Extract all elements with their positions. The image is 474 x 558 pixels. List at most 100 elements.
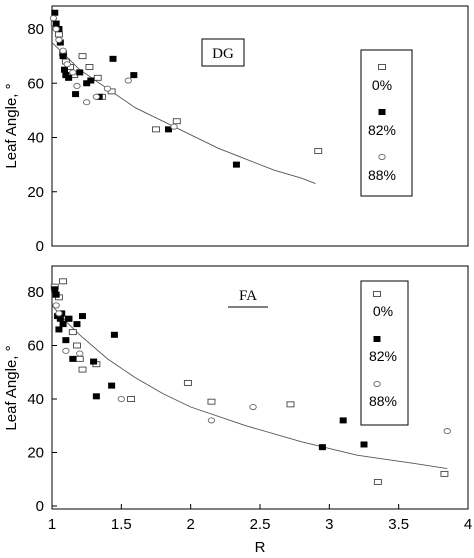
fa-series-82pct-point	[108, 382, 116, 389]
dg-series-82pct-point	[130, 72, 138, 79]
fa-series-88pct-point	[249, 403, 257, 411]
dg-series-82pct-point	[109, 55, 117, 62]
dg-series-82pct-point	[232, 161, 240, 168]
dg-series-88pct-point	[103, 85, 112, 92]
fa-series-88pct-point	[62, 347, 70, 354]
fa-legend-label: 88%	[369, 393, 397, 409]
dg-y-tick-label: 0	[36, 238, 44, 255]
dg-series-0pct-point	[54, 31, 63, 38]
fa-series-82pct-point	[110, 331, 118, 338]
fa-y-tick-label: 60	[27, 338, 44, 355]
dg-legend-label: 88%	[368, 167, 396, 183]
fa-series-88pct-point	[52, 302, 60, 309]
fa-series-82pct-point	[56, 315, 64, 322]
fa-series-82pct-point	[79, 313, 87, 320]
fa-x-tick-label: 2	[186, 516, 194, 533]
dg-series-82pct-point	[87, 77, 95, 84]
fa-y-tick-label: 0	[36, 498, 44, 515]
dg-series-88pct-point	[170, 123, 178, 130]
fa-panel-label-box	[230, 284, 266, 306]
dg-series-88pct-point	[83, 99, 91, 106]
dg-series-82pct-point	[76, 69, 84, 76]
fa-series-82pct-point	[339, 417, 347, 424]
dg-y-tick-label: 40	[27, 130, 44, 147]
dg-y-tick-label: 20	[27, 184, 44, 201]
fa-series-82pct-point	[59, 321, 67, 328]
fa-series-82pct-point	[51, 286, 59, 293]
fa-legend: 0% 82% 88%	[360, 280, 409, 426]
dg-series-82pct-point	[60, 66, 68, 73]
fa-x-ticks: 1 1.5 2 2.5 3 3.5 4	[48, 504, 472, 533]
dg-legend-marker	[378, 64, 386, 70]
dg-series-0pct-point	[78, 53, 87, 60]
dg-series-82pct-point	[51, 9, 59, 16]
fa-y-ticks: 0 20 40 60 80	[27, 284, 57, 515]
fa-series-0pct-point	[440, 470, 449, 477]
dg-y-tick-label: 80	[27, 21, 44, 38]
dg-legend-marker	[378, 109, 386, 115]
fa-series-0pct-point	[73, 342, 81, 349]
fa-legend-marker	[373, 291, 381, 297]
dg-panel-label: DG	[212, 46, 234, 62]
fa-legend-marker	[373, 336, 381, 342]
fa-x-tick-label: 2.5	[250, 516, 271, 533]
fa-x-tick-label: 3	[325, 516, 333, 533]
fa-series-88pct-point	[55, 310, 63, 317]
fa-series-0pct-point	[68, 329, 77, 336]
dg-legend-box	[360, 49, 413, 197]
dg-series-0pct-point	[314, 148, 323, 155]
dg-series-0pct-point	[85, 64, 94, 70]
fa-series-88pct-point	[117, 395, 125, 403]
fa-series-82pct-point	[55, 326, 63, 333]
fa-series-82pct-point	[318, 444, 326, 451]
fa-y-tick-label: 40	[27, 391, 44, 408]
fa-series-0pct-point	[127, 396, 135, 402]
dg-series-88pct-point	[55, 36, 63, 43]
fa-series-0pct-point	[78, 366, 87, 373]
dg-y-axis-label: Leaf Angle, °	[3, 83, 20, 168]
dg-data-points	[49, 9, 323, 168]
fa-series-0pct-point	[286, 401, 295, 408]
dg-series-82pct-point	[83, 80, 91, 87]
fa-series-0pct-point	[75, 355, 84, 362]
dg-series-88pct-point	[92, 93, 101, 100]
fa-x-tick-label: 1.5	[111, 516, 132, 533]
fa-x-axis-label: R	[255, 539, 266, 556]
dg-series-82pct-point	[164, 126, 172, 133]
dg-panel: 0 20 40 60 80 DG 0% 82% 88% Leaf Angle, °	[3, 5, 469, 255]
dg-legend-label: 0%	[372, 77, 392, 93]
fa-x-tick-label: 4	[464, 516, 472, 533]
fa-series-88pct-point	[76, 350, 84, 357]
dg-series-88pct-point	[49, 15, 58, 22]
fa-series-88pct-point	[443, 428, 451, 435]
fa-y-tick-label: 20	[27, 445, 44, 462]
dg-series-82pct-point	[52, 20, 60, 27]
fa-series-88pct-point	[207, 417, 216, 424]
dg-series-88pct-point	[124, 77, 132, 84]
dg-series-0pct-point	[172, 118, 181, 125]
dg-series-82pct-point	[65, 74, 73, 81]
fa-series-0pct-point	[207, 398, 216, 405]
dg-series-88pct-point	[52, 25, 60, 33]
dg-series-88pct-point	[69, 69, 77, 76]
fa-panel: 0 20 40 60 80 1 1.5 2 2.5 3 3.5 4 FA 0% 82% 88% Leaf…	[3, 265, 472, 556]
dg-series-88pct-point	[63, 61, 71, 68]
dg-panel-label-box	[201, 38, 245, 67]
dg-plot-frame	[51, 5, 469, 247]
fa-series-82pct-point	[69, 355, 77, 362]
dg-legend-label: 82%	[368, 122, 396, 138]
dg-series-82pct-point	[72, 91, 80, 98]
fa-fit-curve	[51, 305, 448, 470]
fa-series-0pct-point	[183, 380, 192, 386]
dg-series-82pct-point	[59, 53, 67, 60]
fa-series-82pct-point	[62, 337, 70, 344]
fa-y-axis-label: Leaf Angle, °	[3, 345, 20, 430]
dg-legend-marker	[378, 153, 386, 161]
fa-x-tick-label: 1	[48, 516, 56, 533]
fa-series-82pct-point	[360, 441, 368, 448]
fa-legend-marker	[373, 380, 381, 388]
dg-y-ticks: 0 20 40 60 80	[27, 21, 57, 255]
fa-series-82pct-point	[90, 358, 98, 365]
dg-y-tick-label: 60	[27, 75, 44, 92]
fa-legend-label: 0%	[373, 303, 393, 319]
